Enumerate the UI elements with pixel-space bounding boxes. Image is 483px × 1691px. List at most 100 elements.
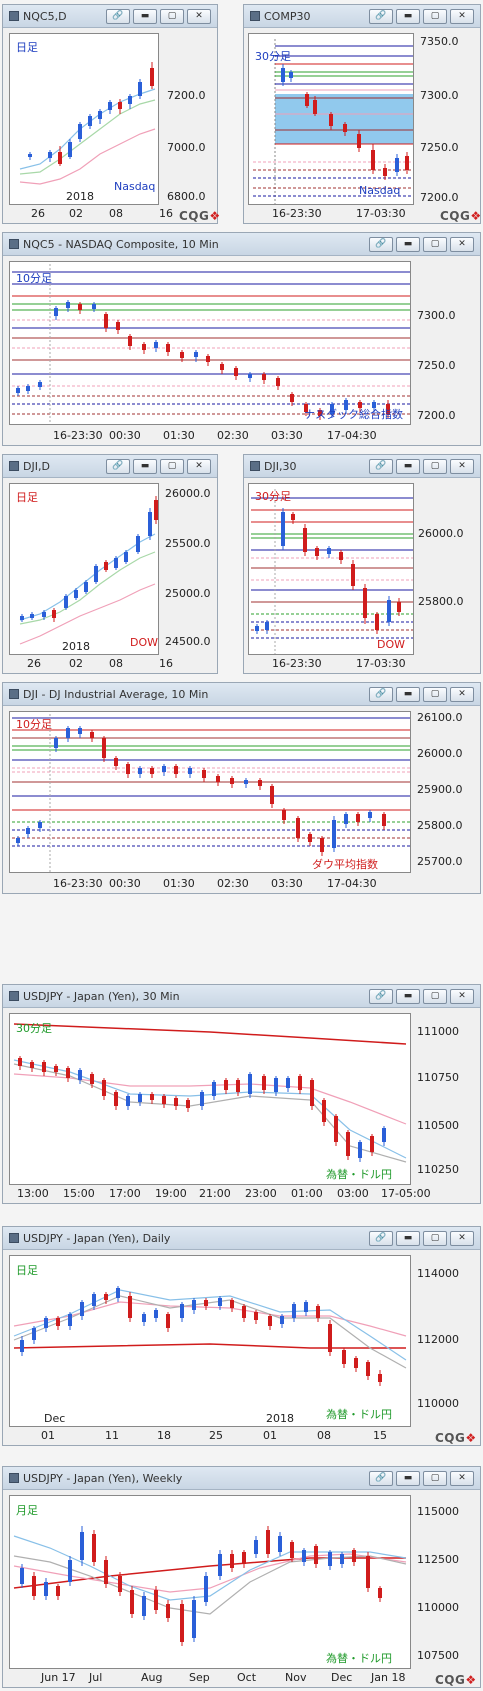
title-bar[interactable]: NQC5 - NASDAQ Composite, 10 Min 🔗 ▬ ▢ ✕ [3,233,480,256]
title-bar[interactable]: DJI - DJ Industrial Average, 10 Min 🔗 ▬ … [3,683,480,706]
window-nqc5-10min[interactable]: NQC5 - NASDAQ Composite, 10 Min 🔗 ▬ ▢ ✕ [2,232,481,446]
x-tick: 01:00 [291,1187,323,1200]
title-bar[interactable]: NQC5,D 🔗 ▬ ▢ ✕ [3,5,217,28]
window-title: USDJPY - Japan (Yen), 30 Min [23,989,180,1003]
symbol-label: Nasdaq [359,184,401,197]
year-label: 2018 [62,640,90,653]
chart-plot-area[interactable]: 30分足 Nasdaq [248,33,414,205]
restore-button[interactable]: ▢ [160,458,184,474]
link-button[interactable]: 🔗 [106,458,130,474]
cqg-logo: CQG❖ [435,1673,477,1687]
link-button[interactable]: 🔗 [369,1230,393,1246]
minimize-button[interactable]: ▬ [396,236,420,252]
x-tick: 19:00 [155,1187,187,1200]
window-title: USDJPY - Japan (Yen), Weekly [23,1471,183,1485]
close-button[interactable]: ✕ [187,458,211,474]
restore-button[interactable]: ▢ [423,988,447,1004]
close-button[interactable]: ✕ [187,8,211,24]
close-button[interactable]: ✕ [450,686,474,702]
title-bar[interactable]: USDJPY - Japan (Yen), Weekly 🔗 ▬ ▢ ✕ [3,1467,480,1490]
x-tick: 03:00 [337,1187,369,1200]
minimize-button[interactable]: ▬ [133,8,157,24]
close-button[interactable]: ✕ [450,1470,474,1486]
title-bar[interactable]: DJI,30 🔗 ▬ ▢ ✕ [244,455,480,478]
restore-button[interactable]: ▢ [423,1230,447,1246]
link-button[interactable]: 🔗 [369,8,393,24]
close-button[interactable]: ✕ [450,458,474,474]
window-usdjpy-weekly[interactable]: USDJPY - Japan (Yen), Weekly 🔗 ▬ ▢ ✕ [2,1466,481,1688]
window-nqc5-daily[interactable]: NQC5,D 🔗 ▬ ▢ ✕ [2,4,221,224]
chart-plot-area[interactable]: 日足 2018 Nasdaq [9,33,159,205]
x-tick: 11 [105,1429,119,1442]
x-tick: 23:00 [245,1187,277,1200]
cqg-logo: CQG❖ [179,209,221,223]
symbol-label: ダウ平均指数 [312,858,378,871]
y-tick: 26000.0 [417,747,463,760]
close-button[interactable]: ✕ [450,236,474,252]
x-tick: 13:00 [17,1187,49,1200]
title-bar[interactable]: COMP30 🔗 ▬ ▢ ✕ [244,5,480,28]
x-tick: 16-23:30 [272,207,322,220]
candlestick-chart [19,62,156,185]
period-label: 10分足 [16,718,52,731]
symbol-label: ナスダック総合指数 [304,408,403,421]
restore-button[interactable]: ▢ [160,8,184,24]
symbol-label: DOW [130,636,159,649]
y-tick: 7300.0 [417,309,456,322]
y-tick: 25800.0 [418,595,464,608]
window-dji-30min[interactable]: DJI,30 🔗 ▬ ▢ ✕ [243,454,481,674]
window-comp-30min[interactable]: COMP30 🔗 ▬ ▢ ✕ [243,4,481,224]
restore-button[interactable]: ▢ [423,686,447,702]
symbol-label: 為替・ドル円 [326,1408,392,1421]
x-tick: Aug [141,1671,163,1684]
chart-plot-area[interactable]: 月足 為替・ドル円 [9,1495,411,1669]
x-tick: 03:30 [271,877,303,890]
title-bar[interactable]: DJI,D 🔗 ▬ ▢ ✕ [3,455,217,478]
window-usdjpy-daily[interactable]: USDJPY - Japan (Yen), Daily 🔗 ▬ ▢ ✕ [2,1226,481,1446]
chart-plot-area[interactable]: 日足 2018 DOW [9,483,159,655]
period-label: 日足 [16,491,38,504]
window-dji-daily[interactable]: DJI,D 🔗 ▬ ▢ ✕ [2,454,218,674]
chart-plot-area[interactable]: 日足 Dec 2018 為替・ドル円 [9,1255,411,1427]
chart-window-icon [9,689,19,699]
minimize-button[interactable]: ▬ [396,1470,420,1486]
period-label: 30分足 [16,1022,52,1035]
restore-button[interactable]: ▢ [423,8,447,24]
link-button[interactable]: 🔗 [106,8,130,24]
close-button[interactable]: ✕ [450,988,474,1004]
minimize-button[interactable]: ▬ [396,458,420,474]
minimize-button[interactable]: ▬ [396,1230,420,1246]
minimize-button[interactable]: ▬ [396,988,420,1004]
chart-plot-area[interactable]: 30分足 為替・ドル円 [9,1013,411,1185]
x-tick: 01 [263,1429,277,1442]
x-tick: Sep [189,1671,210,1684]
link-button[interactable]: 🔗 [369,1470,393,1486]
window-title: COMP30 [264,9,311,23]
window-dji-10min[interactable]: DJI - DJ Industrial Average, 10 Min 🔗 ▬ … [2,682,481,894]
minimize-button[interactable]: ▬ [133,458,157,474]
close-button[interactable]: ✕ [450,8,474,24]
window-title: DJI,D [23,459,50,473]
chart-window-icon [9,11,19,21]
minimize-button[interactable]: ▬ [396,686,420,702]
period-label: 日足 [16,1264,38,1277]
x-tick: Oct [237,1671,257,1684]
link-button[interactable]: 🔗 [369,988,393,1004]
year-label: 2018 [266,1412,294,1425]
chart-plot-area[interactable]: 10分足 ナスダック総合指数 [9,261,411,425]
window-usdjpy-30min[interactable]: USDJPY - Japan (Yen), 30 Min 🔗 ▬ ▢ ✕ [2,984,481,1204]
title-bar[interactable]: USDJPY - Japan (Yen), Daily 🔗 ▬ ▢ ✕ [3,1227,480,1250]
chart-plot-area[interactable]: 10分足 ダウ平均指数 [9,711,411,873]
link-button[interactable]: 🔗 [369,686,393,702]
close-button[interactable]: ✕ [450,1230,474,1246]
chart-plot-area[interactable]: 30分足 DOW [248,483,414,655]
link-button[interactable]: 🔗 [369,236,393,252]
restore-button[interactable]: ▢ [423,458,447,474]
restore-button[interactable]: ▢ [423,236,447,252]
candlestick-chart [251,489,413,654]
x-tick: 02 [69,657,83,670]
title-bar[interactable]: USDJPY - Japan (Yen), 30 Min 🔗 ▬ ▢ ✕ [3,985,480,1008]
minimize-button[interactable]: ▬ [396,8,420,24]
link-button[interactable]: 🔗 [369,458,393,474]
restore-button[interactable]: ▢ [423,1470,447,1486]
